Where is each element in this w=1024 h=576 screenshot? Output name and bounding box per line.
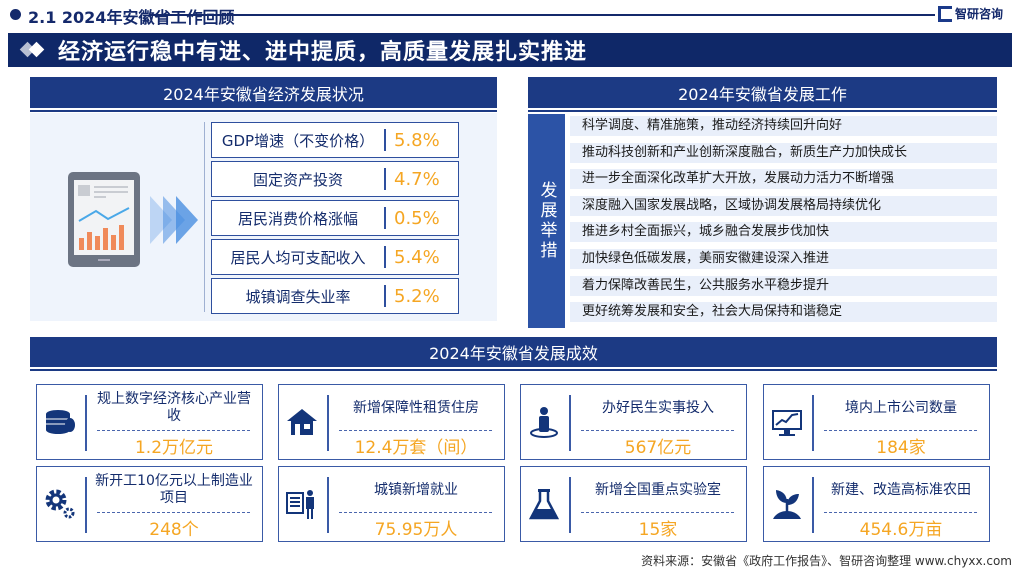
section-title: 2.1 2024年安徽省工作回顾 xyxy=(28,8,235,27)
divider xyxy=(327,477,329,533)
kpi-value: 5.8% xyxy=(394,129,440,151)
banner-title: 经济运行稳中有进、进中提质，高质量发展扎实推进 xyxy=(58,40,588,65)
card-value: 184家 xyxy=(876,438,926,458)
kpi-row: 居民消费价格涨幅 0.5% xyxy=(211,200,459,236)
kpi-value: 4.7% xyxy=(394,168,440,190)
card-value: 248个 xyxy=(149,520,199,540)
kpi-label: 居民人均可支配收入 xyxy=(230,248,366,267)
dashed-divider xyxy=(97,430,250,431)
measure-item: 更好统筹发展和安全，社会大局保持和谐稳定 xyxy=(570,302,997,323)
card-title: 境内上市公司数量 xyxy=(845,399,957,416)
kpi-label: GDP增速（不变价格） xyxy=(221,131,375,150)
measure-item: 推动科技创新和产业创新深度融合，新质生产力加快成长 xyxy=(570,142,997,163)
result-card: 城镇新增就业 75.95万人 xyxy=(278,466,505,542)
logo-text: 智研咨询 xyxy=(955,7,1004,21)
divider xyxy=(812,477,814,533)
measure-item: 着力保障改善民生，公共服务水平稳步提升 xyxy=(570,275,997,296)
card-value: 567亿元 xyxy=(624,438,692,458)
card-title: 新开工10亿元以上制造业项目 xyxy=(95,473,253,506)
result-card: 新增保障性租赁住房 12.4万套（间） xyxy=(278,384,505,460)
kpi-row: 固定资产投资 4.7% xyxy=(211,161,459,197)
work-header: 2024年安徽省发展工作 xyxy=(528,77,997,110)
measure-item: 加快绿色低碳发展，美丽安徽建设深入推进 xyxy=(570,249,997,269)
card-value: 75.95万人 xyxy=(374,520,458,540)
dashed-divider xyxy=(97,512,250,513)
measure-item: 进一步全面深化改革扩大开放，发展动力活力不断增强 xyxy=(570,169,997,190)
kpi-label: 居民消费价格涨幅 xyxy=(237,209,358,228)
flask-icon xyxy=(527,487,561,521)
card-value: 1.2万亿元 xyxy=(134,438,214,458)
results-header: 2024年安徽省发展成效 xyxy=(30,337,997,369)
dashed-divider xyxy=(339,512,492,513)
divider xyxy=(204,122,205,312)
coins-icon xyxy=(43,405,77,439)
banner: 经济运行稳中有进、进中提质，高质量发展扎实推进 xyxy=(8,33,1012,67)
card-title: 新增保障性租赁住房 xyxy=(353,399,479,416)
kpi-label: 城镇调查失业率 xyxy=(245,287,351,306)
bullet-icon xyxy=(10,9,21,20)
measure-item: 科学调度、精准施策，推动经济持续回升向好 xyxy=(570,116,997,136)
kpi-value: 0.5% xyxy=(394,207,440,229)
result-card: 新开工10亿元以上制造业项目 248个 xyxy=(36,466,263,542)
result-card: 新建、改造高标准农田 454.6万亩 xyxy=(763,466,990,542)
divider xyxy=(327,395,329,451)
card-value: 15家 xyxy=(638,520,678,540)
dashed-divider xyxy=(824,430,977,431)
kpi-label: 固定资产投资 xyxy=(252,170,343,189)
divider xyxy=(812,395,814,451)
dashed-divider xyxy=(824,512,977,513)
source-note: 资料来源：安徽省《政府工作报告》、智研咨询整理 www.chyxx.com xyxy=(641,554,1012,568)
person-icon xyxy=(527,405,561,439)
tablet-chart-icon xyxy=(68,172,140,267)
card-title: 新建、改造高标准农田 xyxy=(831,481,971,498)
card-title: 办好民生实事投入 xyxy=(602,399,714,416)
diamond-icon xyxy=(19,40,50,60)
economy-header: 2024年安徽省经济发展状况 xyxy=(30,77,497,110)
kpi-row: GDP增速（不变价格） 5.8% xyxy=(211,122,459,158)
kpi-row: 居民人均可支配收入 5.4% xyxy=(211,239,459,275)
dashed-divider xyxy=(339,430,492,431)
card-title: 新增全国重点实验室 xyxy=(595,481,721,498)
logo: 智研咨询 xyxy=(938,5,1003,22)
divider xyxy=(150,14,935,16)
chevron-right-icon xyxy=(176,196,198,244)
card-title: 城镇新增就业 xyxy=(374,481,458,498)
measures-label-text: 发展举措 xyxy=(536,181,557,261)
divider xyxy=(85,395,87,451)
house-icon xyxy=(285,405,319,439)
kpi-value: 5.2% xyxy=(394,285,440,307)
worker-document-icon xyxy=(285,487,319,521)
monitor-chart-icon xyxy=(770,405,804,439)
divider xyxy=(569,395,571,451)
card-title: 规上数字经济核心产业营收 xyxy=(97,391,251,424)
gears-icon xyxy=(43,487,77,521)
result-card: 办好民生实事投入 567亿元 xyxy=(520,384,747,460)
result-card: 新增全国重点实验室 15家 xyxy=(520,466,747,542)
kpi-value: 5.4% xyxy=(394,246,440,268)
dashed-divider xyxy=(581,430,734,431)
measure-item: 深度融入国家发展战略，区域协调发展格局持续优化 xyxy=(570,195,997,216)
result-card: 规上数字经济核心产业营收 1.2万亿元 xyxy=(36,384,263,460)
result-card: 境内上市公司数量 184家 xyxy=(763,384,990,460)
logo-icon xyxy=(938,5,952,22)
divider xyxy=(569,477,571,533)
dashed-divider xyxy=(581,512,734,513)
divider xyxy=(85,477,87,533)
card-value: 454.6万亩 xyxy=(859,520,943,540)
measures-label: 发展举措 xyxy=(528,114,565,328)
kpi-row: 城镇调查失业率 5.2% xyxy=(211,278,459,314)
card-value: 12.4万套（间） xyxy=(354,438,478,458)
sprout-icon xyxy=(770,487,804,521)
measure-item: 推进乡村全面振兴，城乡融合发展步伐加快 xyxy=(570,222,997,243)
